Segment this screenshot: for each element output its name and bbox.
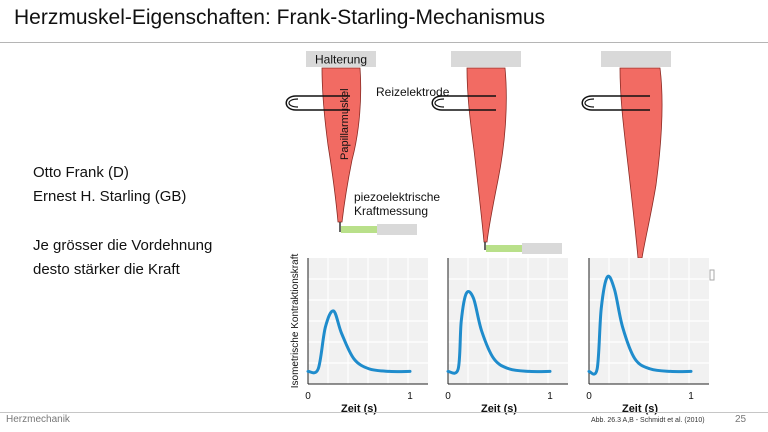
figure-citation: Abb. 26.3 A,B - Schmidt et al. (2010) — [591, 417, 705, 424]
x-axis-label: Zeit (s) — [341, 403, 377, 415]
statement-line-2: desto stärker die Kraft — [33, 261, 180, 278]
x-tick-label: 0 — [586, 391, 592, 402]
x-tick-label: 1 — [688, 391, 694, 402]
name-ernest-starling: Ernest H. Starling (GB) — [33, 188, 187, 205]
muscle-2 — [466, 67, 507, 243]
electrode-2 — [431, 95, 496, 111]
force-chart-3: 0 1 Zeit (s) — [586, 258, 709, 415]
holder-1 — [306, 51, 376, 67]
force-chart-2: 0 1 Zeit (s) — [445, 258, 568, 415]
sensor-body-2 — [522, 243, 562, 254]
x-tick-label: 0 — [445, 391, 451, 402]
electrode-coil-1 — [288, 98, 299, 108]
electrode-coil-2 — [434, 98, 445, 108]
name-otto-frank: Otto Frank (D) — [33, 164, 129, 181]
x-tick-label: 0 — [305, 391, 311, 402]
holder-2 — [451, 51, 521, 67]
page-number: 25 — [735, 414, 747, 425]
sensor-body-1 — [377, 224, 417, 235]
muscle-1 — [321, 67, 362, 223]
x-tick-label: 1 — [407, 391, 413, 402]
holder-label: Halterung — [315, 53, 367, 67]
piezo-label-line1: piezoelektrische — [354, 190, 440, 204]
slide-title: Herzmuskel-Eigenschaften: Frank-Starling… — [14, 6, 546, 29]
force-curve — [446, 290, 552, 375]
force-chart-1: 0 1 Zeit (s) Isometrische Kontraktionskraft — [290, 254, 428, 415]
force-curve — [587, 274, 693, 376]
x-axis-label: Zeit (s) — [481, 403, 517, 415]
title-divider — [0, 42, 768, 43]
sensor-beam-2 — [486, 245, 522, 252]
reizelektrode-label: Reizelektrode — [376, 85, 450, 99]
sensor-beam-1 — [341, 226, 377, 233]
x-tick-label: 1 — [547, 391, 553, 402]
statement-line-1: Je grösser die Vordehnung — [33, 237, 213, 254]
electrode-1 — [285, 95, 350, 111]
holder-3 — [601, 51, 671, 67]
footer-section-label: Herzmechanik — [6, 414, 70, 425]
electrode-3 — [581, 95, 650, 111]
y-axis-label: Isometrische Kontraktionskraft — [290, 254, 301, 389]
sensor-edge-3 — [709, 269, 715, 281]
piezo-label-line2: Kraftmessung — [354, 204, 428, 218]
x-axis-label: Zeit (s) — [622, 403, 658, 415]
force-curve — [306, 309, 412, 375]
electrode-coil-3 — [584, 98, 595, 108]
papillarmuskel-label: Papillarmuskel — [339, 88, 351, 160]
footer-divider — [0, 412, 768, 413]
